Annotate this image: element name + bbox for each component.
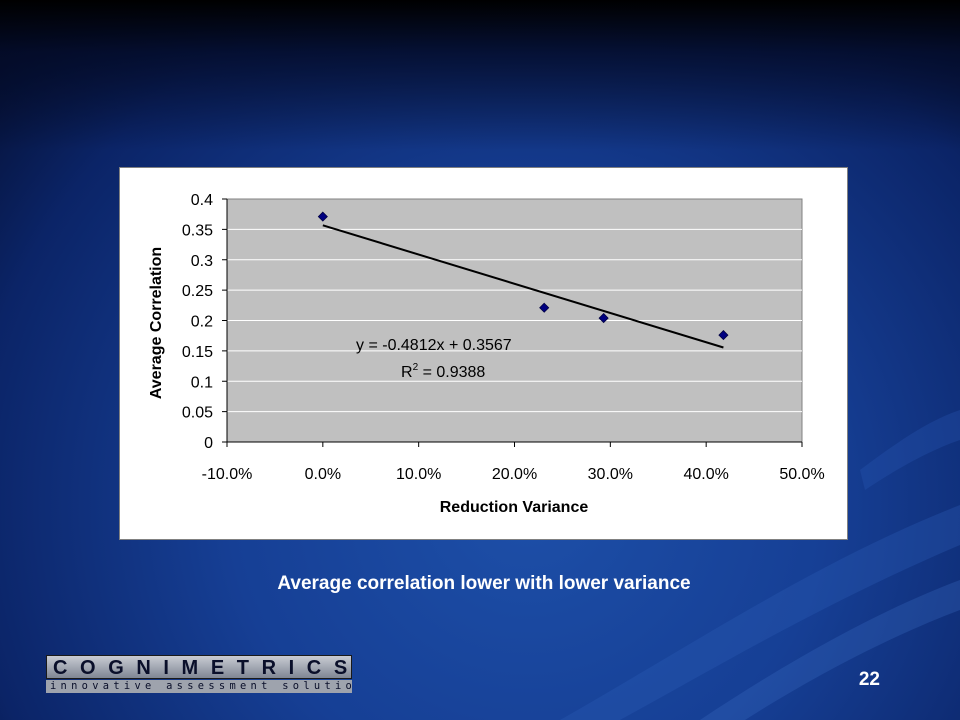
x-tick-label: 40.0% (683, 466, 728, 483)
trendline-r-squared: R2 = 0.9388 (401, 362, 485, 381)
slide-caption: Average correlation lower with lower var… (277, 573, 691, 594)
data-point-diamond (718, 330, 729, 341)
scatter-chart: 0 0.05 0.1 0.15 0.2 0.25 0.3 0.35 0.4 -10.0% 0.0% 1… (148, 192, 825, 516)
x-tick-label: -10.0% (202, 466, 253, 483)
logo-tagline: innovative assessment solutions (46, 680, 352, 693)
y-tick-label: 0.4 (191, 192, 213, 209)
data-point-diamond (317, 211, 328, 222)
data-point-diamond (598, 313, 609, 324)
data-points (317, 211, 729, 341)
y-tick-label: 0 (204, 435, 213, 452)
y-tick-label: 0.05 (182, 405, 213, 422)
x-tick-label: 50.0% (779, 466, 824, 483)
y-tick-label: 0.1 (191, 374, 213, 391)
page-number: 22 (858, 669, 880, 690)
y-tick-label: 0.15 (182, 344, 213, 361)
trendline-equation: y = -0.4812x + 0.3567 (356, 337, 512, 354)
y-tick-label: 0.2 (191, 314, 213, 331)
x-tick-label: 30.0% (588, 466, 633, 483)
background-top-shade (0, 0, 960, 150)
x-tick-label: 10.0% (396, 466, 441, 483)
r-squared-prefix: R (401, 364, 413, 381)
chart-panel: 0 0.05 0.1 0.15 0.2 0.25 0.3 0.35 0.4 -10.0% 0.0% 1… (119, 167, 848, 540)
r-squared-superscript: 2 (413, 362, 419, 373)
cognimetrics-logo: COGNIMETRICS innovative assessment solut… (46, 655, 352, 695)
y-axis-label: Average Correlation (148, 247, 165, 399)
r-squared-value: = 0.9388 (418, 364, 485, 381)
x-tick-label: 0.0% (305, 466, 341, 483)
axis-ticks (222, 198, 803, 447)
trendline (322, 224, 724, 349)
gridlines (227, 228, 802, 413)
y-tick-label: 0.35 (182, 222, 213, 239)
y-tick-label: 0.25 (182, 283, 213, 300)
trendline-layer (322, 224, 724, 349)
logo-wordmark: COGNIMETRICS (46, 655, 352, 679)
y-tick-label: 0.3 (191, 253, 213, 270)
tick-labels: 0 0.05 0.1 0.15 0.2 0.25 0.3 0.35 0.4 -10.0% 0.0% 1… (182, 192, 825, 483)
data-point-diamond (539, 302, 550, 313)
x-axis-label: Reduction Variance (440, 499, 589, 516)
x-tick-label: 20.0% (492, 466, 537, 483)
